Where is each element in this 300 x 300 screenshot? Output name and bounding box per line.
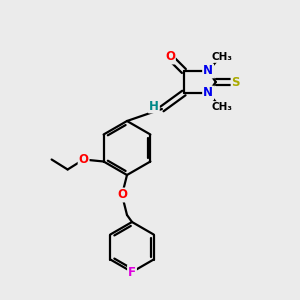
Text: O: O xyxy=(165,50,175,64)
Text: F: F xyxy=(128,266,136,278)
Text: O: O xyxy=(117,188,127,202)
Text: N: N xyxy=(203,64,213,77)
Text: O: O xyxy=(79,153,88,166)
Text: CH₃: CH₃ xyxy=(212,52,233,62)
Text: S: S xyxy=(232,76,240,88)
Text: H: H xyxy=(149,100,159,112)
Text: N: N xyxy=(203,86,213,100)
Text: CH₃: CH₃ xyxy=(212,102,233,112)
